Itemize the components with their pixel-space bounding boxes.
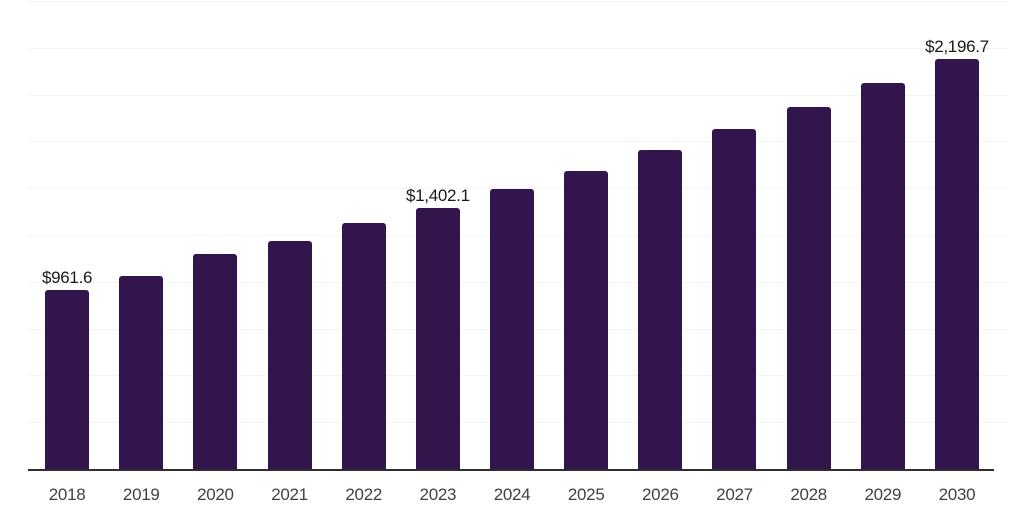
gridline-2500: [29, 1, 1008, 2]
bar-2018: [45, 290, 90, 470]
x-axis-label-2022: 2022: [345, 485, 383, 504]
x-axis-label-2028: 2028: [790, 485, 827, 504]
bar-column-2022: [327, 2, 401, 470]
x-axis-label-2021: 2021: [271, 485, 308, 504]
bar-column-2019: [104, 2, 178, 470]
bar-value-label-2030: $2,196.7: [925, 36, 989, 56]
bar-column-2029: [846, 2, 920, 470]
x-axis-label-2020: 2020: [197, 485, 234, 504]
plot-area: $961.6 $1,402.1 $2,196.7: [30, 2, 994, 470]
bar-2024: [490, 189, 535, 470]
bar-column-2021: [252, 2, 326, 470]
bar-column-2027: [697, 2, 771, 470]
bar-column-2018: $961.6: [30, 2, 104, 470]
bar-2029: [860, 82, 905, 470]
x-axis-label-2019: 2019: [122, 485, 160, 504]
gridline-2000: [29, 94, 1008, 96]
gridline-1750: [29, 141, 1008, 143]
bar-2023: [415, 207, 460, 470]
bar-column-2025: [549, 2, 623, 470]
gridline-2250: [29, 47, 1008, 49]
bar-column-2023: $1,402.1: [401, 2, 475, 470]
bar-2020: [193, 253, 238, 470]
x-axis-label-2024: 2024: [493, 485, 531, 504]
bar-2027: [712, 128, 757, 470]
bar-column-2026: [623, 2, 697, 470]
bar-2028: [786, 106, 831, 470]
bar-2025: [564, 171, 609, 470]
x-axis-label-2029: 2029: [864, 485, 902, 504]
x-axis-label-2025: 2025: [567, 485, 605, 504]
bar-value-label-2023: $1,402.1: [405, 185, 470, 205]
bar-2019: [119, 276, 164, 470]
bar-2021: [267, 240, 312, 470]
bar-2030: [934, 58, 979, 470]
bar-column-2024: [475, 2, 549, 470]
bar-2022: [341, 223, 386, 470]
x-axis-label-2026: 2026: [642, 485, 679, 504]
x-axis-labels: 2018 2019 2020 2021 2022 2023 2024 2025 2026 2027…: [30, 486, 994, 503]
x-axis-label-2027: 2027: [716, 485, 753, 504]
x-axis-label-2018: 2018: [48, 485, 86, 504]
x-axis-line: [28, 469, 994, 471]
x-axis-label-2030: 2030: [938, 485, 976, 504]
bar-value-label-2018: $961.6: [41, 268, 93, 287]
bar-column-2020: [178, 2, 252, 470]
bar-2026: [638, 150, 683, 470]
gridline-1500: [29, 188, 1008, 190]
bar-column-2030: $2,196.7: [920, 2, 994, 470]
bar-column-2028: [772, 2, 846, 470]
x-axis-label-2023: 2023: [419, 485, 457, 504]
